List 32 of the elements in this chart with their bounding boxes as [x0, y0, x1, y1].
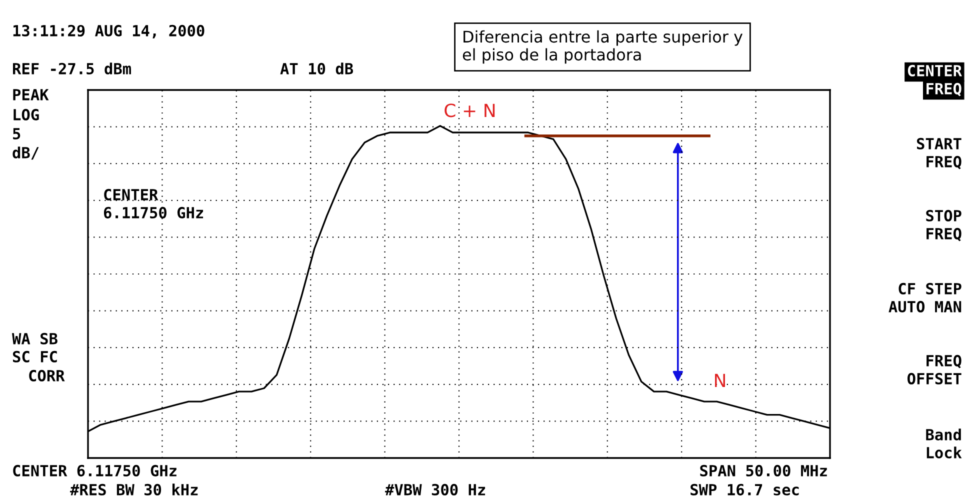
text: CENTER 6.11750 GHz: [13, 464, 176, 476]
text: FREQ: [926, 82, 962, 96]
text: #RES BW 30 kHz: [70, 484, 198, 496]
annotation: 6.11750 GHz: [104, 206, 204, 218]
text: STOP: [926, 210, 962, 222]
text: AT 10 dB: [280, 62, 354, 74]
text: SPAN 50.00 MHz: [700, 464, 827, 476]
annotation: CENTER: [104, 188, 158, 200]
annotation: N: [715, 374, 725, 387]
text: dB/: [12, 146, 39, 160]
text: #VBW 300 Hz: [385, 484, 486, 496]
text: C + N: [444, 104, 495, 118]
text: LOG: [14, 108, 39, 120]
text: Band: [926, 428, 961, 440]
text: SWP 16.7 sec: [690, 484, 799, 496]
text: AUTO MAN: [888, 300, 962, 312]
text: OFFSET: [908, 372, 962, 384]
text: SC FC: [12, 350, 57, 362]
text: Lock: [926, 446, 962, 458]
chart-title: Diferencia entre la parte superior y el piso de la portadora: [462, 30, 743, 64]
text: WA SB: [12, 332, 58, 344]
text: FREQ: [926, 228, 962, 242]
text: REF -27.5 dBm: [12, 62, 131, 74]
text: START: [916, 138, 962, 150]
text: FREQ: [926, 354, 962, 368]
text: 13:11:29 AUG 14, 2000: [13, 24, 204, 38]
text: CF STEP: [898, 282, 962, 294]
text: PEAK: [13, 89, 49, 100]
text: CENTER: [908, 64, 962, 76]
text: CORR: [29, 370, 65, 382]
text: FREQ: [926, 156, 962, 170]
text: 5: [13, 128, 20, 140]
